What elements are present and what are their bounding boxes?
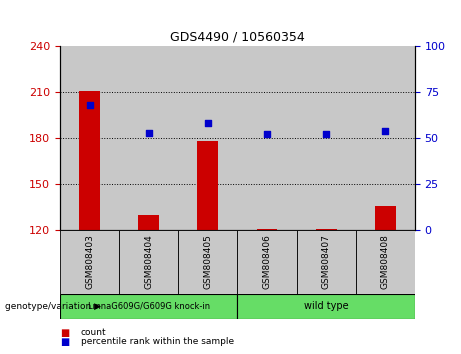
Bar [60, 294, 237, 319]
Text: GSM808403: GSM808403 [85, 234, 94, 290]
Text: genotype/variation ▶: genotype/variation ▶ [5, 302, 100, 311]
Bar [237, 294, 415, 319]
Bar [178, 230, 237, 294]
Point [382, 128, 389, 133]
Title: GDS4490 / 10560354: GDS4490 / 10560354 [170, 30, 305, 44]
Bar [119, 230, 178, 294]
Text: ■: ■ [60, 337, 69, 347]
Point [322, 132, 330, 137]
Text: count: count [81, 328, 106, 337]
Bar [296, 46, 356, 230]
Bar [257, 229, 278, 230]
Bar [237, 46, 296, 230]
Bar [296, 230, 356, 294]
Bar [119, 46, 178, 230]
Point [263, 132, 271, 137]
Bar [356, 230, 415, 294]
Bar [237, 230, 296, 294]
Bar [79, 91, 100, 230]
Text: ■: ■ [60, 328, 69, 338]
Bar [60, 46, 119, 230]
Text: GSM808405: GSM808405 [203, 234, 213, 290]
Text: LmnaG609G/G609G knock-in: LmnaG609G/G609G knock-in [88, 302, 210, 311]
Bar [356, 46, 415, 230]
Point [86, 102, 93, 108]
Text: GSM808406: GSM808406 [262, 234, 272, 290]
Bar [60, 230, 119, 294]
Text: percentile rank within the sample: percentile rank within the sample [81, 337, 234, 346]
Text: GSM808407: GSM808407 [322, 234, 331, 290]
Bar [178, 46, 237, 230]
Text: GSM808408: GSM808408 [381, 234, 390, 290]
Point [204, 120, 212, 126]
Text: wild type: wild type [304, 301, 349, 311]
Bar [316, 229, 337, 230]
Text: GSM808404: GSM808404 [144, 235, 153, 289]
Bar [197, 141, 218, 230]
Bar [375, 206, 396, 230]
Point [145, 130, 152, 135]
Bar [138, 215, 159, 230]
